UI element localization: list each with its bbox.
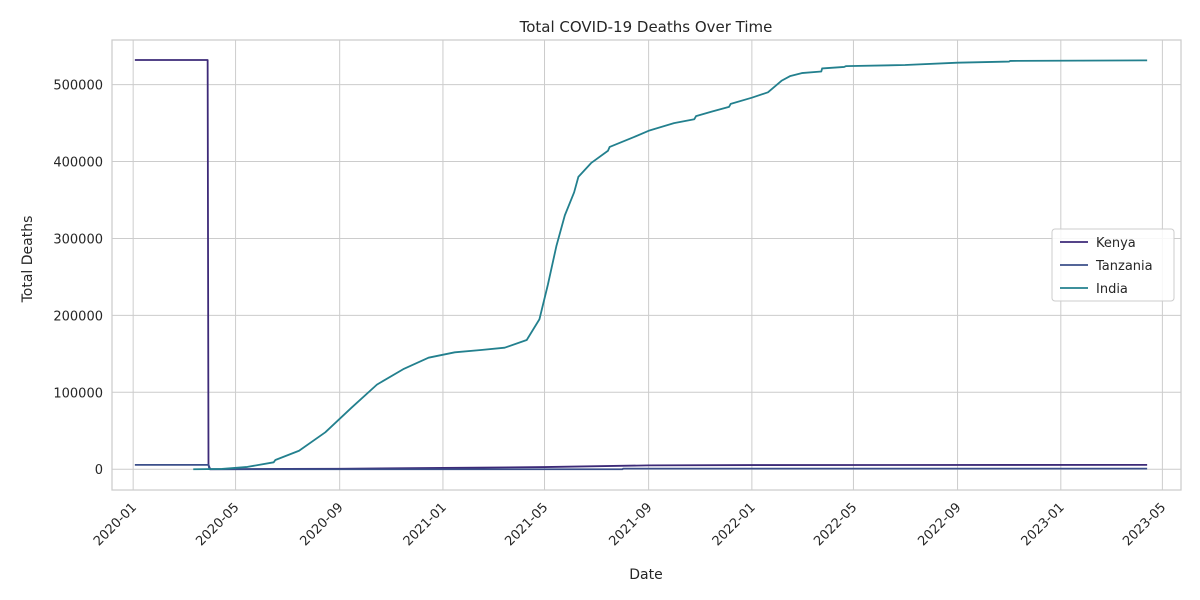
chart-title: Total COVID-19 Deaths Over Time <box>519 18 773 36</box>
series-lines <box>134 59 1148 471</box>
legend-label-kenya: Kenya <box>1096 236 1136 251</box>
series-line-india <box>193 59 1148 471</box>
y-axis-label: Total Deaths <box>20 216 36 304</box>
y-axis-ticks: 0 100000 200000 300000 400000 500000 <box>53 79 103 479</box>
legend: Kenya Tanzania India <box>1051 228 1175 302</box>
y-tick-label: 500000 <box>53 79 103 94</box>
legend-box <box>1051 228 1175 302</box>
plot-area-frame <box>111 39 1182 491</box>
series-line-tanzania <box>134 463 1148 471</box>
y-tick-label: 300000 <box>53 232 103 247</box>
y-tick-label: 200000 <box>53 309 103 324</box>
x-axis-label: Date <box>629 567 662 583</box>
y-tick-label: 100000 <box>53 386 103 401</box>
y-tick-label: 400000 <box>53 156 103 171</box>
legend-label-tanzania: Tanzania <box>1095 259 1153 274</box>
legend-label-india: India <box>1096 282 1128 297</box>
y-tick-label: 0 <box>95 463 103 478</box>
